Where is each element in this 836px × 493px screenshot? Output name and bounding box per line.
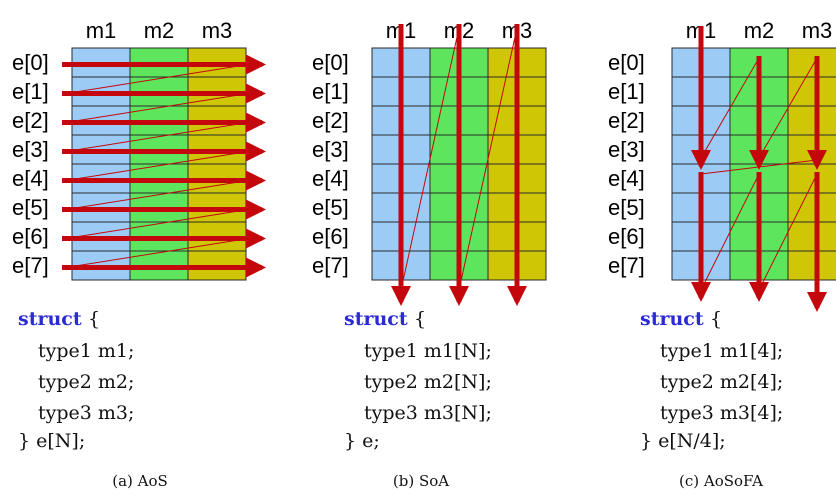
member-declaration: type1 m1[N]; (364, 340, 492, 362)
row-label-7: e[7] (12, 253, 49, 278)
member-declaration: type2 m2[N]; (364, 371, 492, 393)
member-declaration: type3 m3; (38, 402, 134, 424)
open-brace: { (710, 308, 722, 330)
panel-soa: m1m2m3e[0]e[1]e[2]e[3]e[4]e[5]e[6]e[7]st… (312, 18, 547, 490)
row-label-5: e[5] (12, 195, 49, 220)
row-label-3: e[3] (312, 137, 349, 162)
struct-code: struct { type1 m1[4]; type2 m2[4]; type3 m3[… (640, 308, 783, 452)
traversal-link (700, 57, 760, 159)
panel-aos: m1 m2 m3 e[0] e[1] e[2] e[3] e[4] e[5] e[6] e[7] st… (12, 18, 266, 490)
row-label-5: e[5] (608, 195, 645, 220)
traversal-link (758, 173, 818, 291)
traversal-link (758, 57, 818, 159)
row-label-3: e[3] (608, 137, 645, 162)
panel-caption: (c) AoSoFA (679, 472, 763, 490)
row-label-2: e[2] (312, 108, 349, 133)
row-label-7: e[7] (312, 253, 349, 278)
cell-m3-6 (787, 221, 836, 252)
row-label-4: e[4] (12, 166, 49, 191)
traversal-link (400, 27, 460, 291)
struct-code: struct { type1 m1; type2 m2; type3 m3; } e[N]… (18, 308, 134, 452)
panel-aosofa: m1m2m3e[0]e[1]e[2]e[3]e[4]e[5]e[6]e[7]st… (608, 18, 836, 490)
panel-caption: (a) AoS (112, 472, 168, 490)
row-label-0: e[0] (608, 50, 645, 75)
column-header-m3: m3 (202, 18, 233, 43)
traversal-link (458, 27, 518, 291)
closing-declaration: } e[N]; (18, 430, 85, 452)
member-declaration: type1 m1[4]; (660, 340, 783, 362)
cell-m3-0 (787, 47, 836, 78)
row-label-1: e[1] (12, 79, 49, 104)
closing-declaration: } e[N/4]; (640, 430, 726, 452)
traversal-link (65, 209, 249, 239)
row-label-2: e[2] (608, 108, 645, 133)
row-label-3: e[3] (12, 137, 49, 162)
cell-m3-4 (787, 163, 836, 194)
row-label-4: e[4] (312, 166, 349, 191)
traversal-link (65, 151, 249, 181)
cell-m3-1 (787, 76, 836, 107)
row-label-1: e[1] (608, 79, 645, 104)
traversal-link (65, 64, 249, 94)
traversal-link (65, 180, 249, 210)
cell-m3-2 (787, 105, 836, 136)
column-header-m3: m3 (802, 18, 833, 43)
cell-m3-7 (787, 250, 836, 281)
traversal-link (65, 238, 249, 268)
row-label-5: e[5] (312, 195, 349, 220)
column-header-m1: m1 (86, 18, 117, 43)
struct-keyword: struct (18, 308, 82, 330)
traversal-link (700, 173, 760, 291)
struct-keyword: struct (344, 308, 408, 330)
row-label-6: e[6] (312, 224, 349, 249)
cell-m3-3 (787, 134, 836, 165)
open-brace: { (414, 308, 426, 330)
column-header-m2: m2 (744, 18, 775, 43)
member-declaration: type1 m1; (38, 340, 134, 362)
row-label-6: e[6] (608, 224, 645, 249)
row-label-0: e[0] (312, 50, 349, 75)
row-label-1: e[1] (312, 79, 349, 104)
struct-keyword: struct (640, 308, 704, 330)
column-header-m2: m2 (144, 18, 175, 43)
traversal-link (65, 122, 249, 152)
member-declaration: type2 m2; (38, 371, 134, 393)
open-brace: { (88, 308, 100, 330)
row-label-6: e[6] (12, 224, 49, 249)
member-declaration: type2 m2[4]; (660, 371, 783, 393)
closing-declaration: } e; (344, 430, 380, 452)
row-label-4: e[4] (608, 166, 645, 191)
row-label-0: e[0] (12, 50, 49, 75)
panel-caption: (b) SoA (393, 472, 449, 490)
struct-code: struct { type1 m1[N]; type2 m2[N]; type3 m3[… (344, 308, 492, 452)
row-label-7: e[7] (608, 253, 645, 278)
traversal-link (65, 93, 249, 123)
row-label-2: e[2] (12, 108, 49, 133)
member-declaration: type3 m3[N]; (364, 402, 492, 424)
traversal-link (700, 159, 818, 175)
member-declaration: type3 m3[4]; (660, 402, 783, 424)
